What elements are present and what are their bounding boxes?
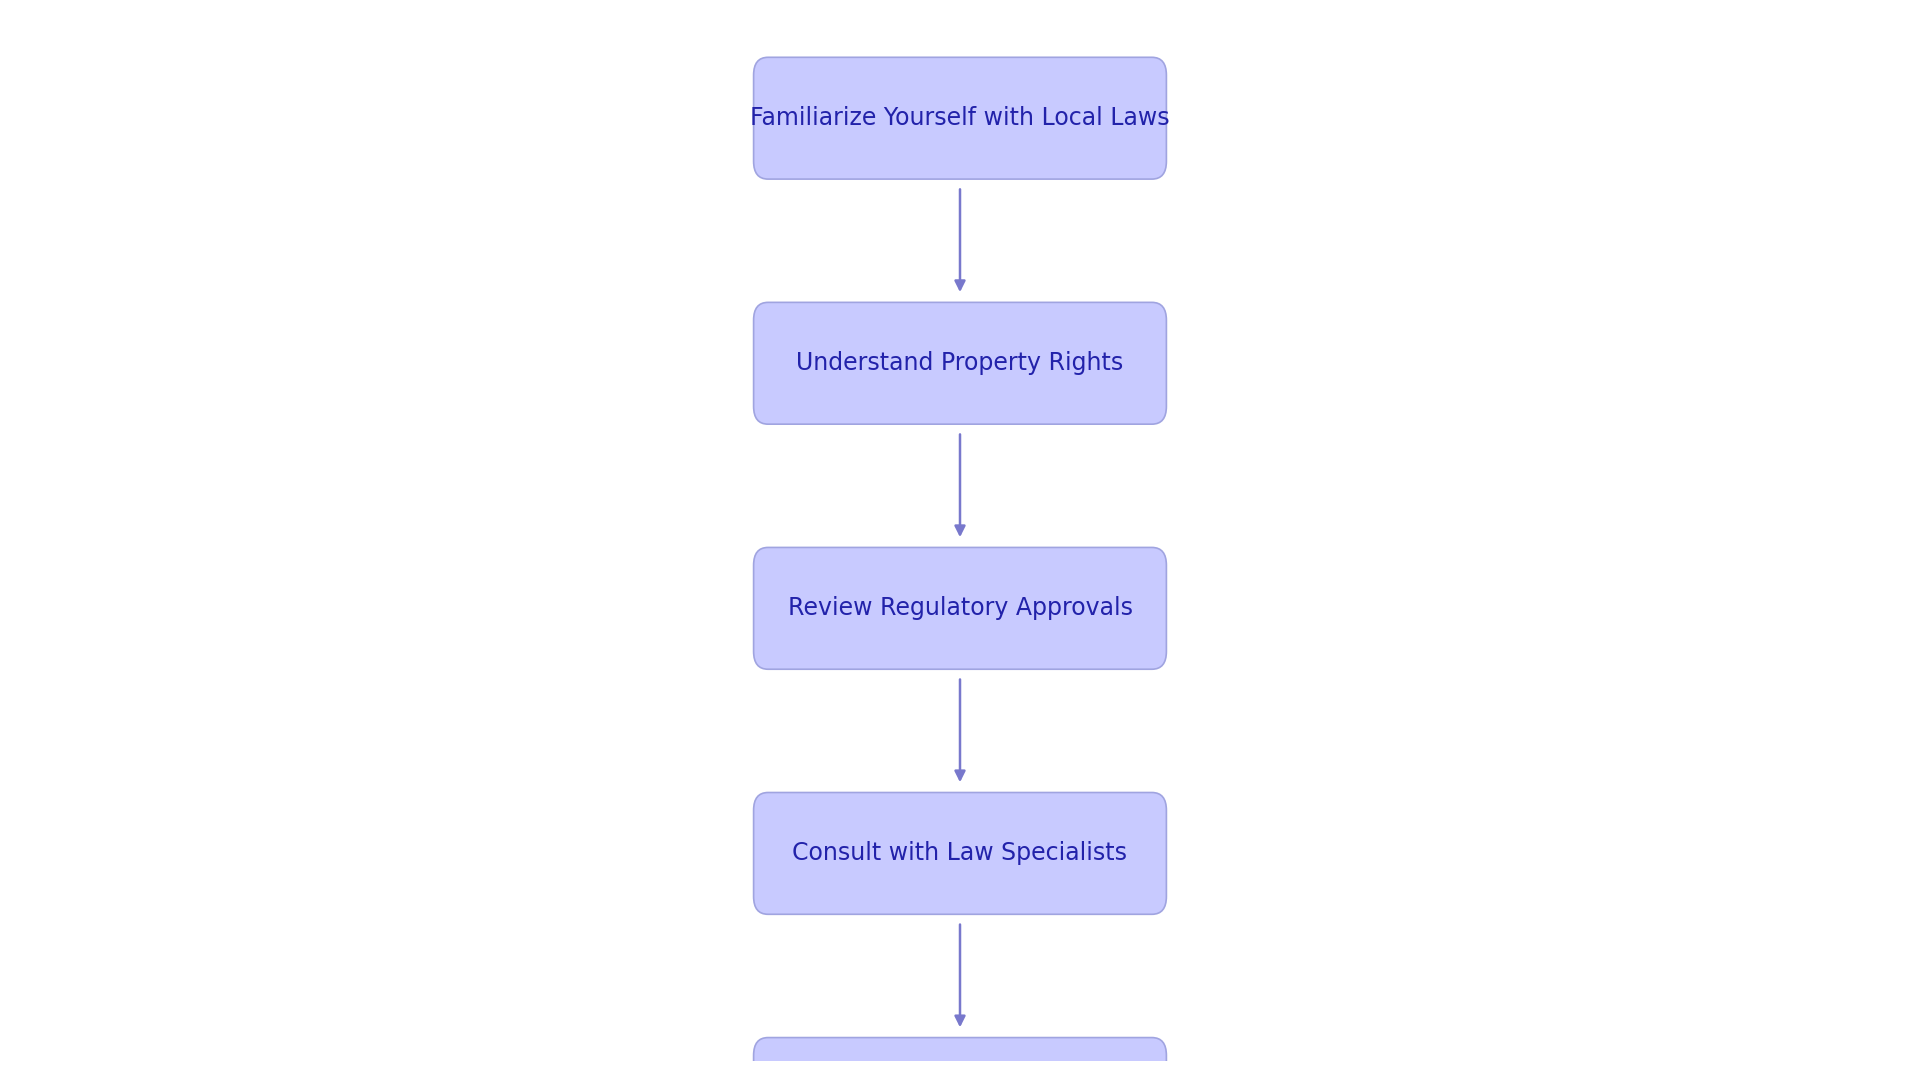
FancyBboxPatch shape — [753, 57, 1167, 179]
FancyBboxPatch shape — [753, 793, 1167, 914]
FancyBboxPatch shape — [753, 547, 1167, 669]
FancyBboxPatch shape — [753, 1038, 1167, 1083]
Text: Understand Property Rights: Understand Property Rights — [797, 351, 1123, 376]
Text: Consult with Law Specialists: Consult with Law Specialists — [793, 841, 1127, 865]
Text: Familiarize Yourself with Local Laws: Familiarize Yourself with Local Laws — [751, 106, 1169, 130]
FancyBboxPatch shape — [753, 302, 1167, 425]
Text: Review Regulatory Approvals: Review Regulatory Approvals — [787, 597, 1133, 621]
